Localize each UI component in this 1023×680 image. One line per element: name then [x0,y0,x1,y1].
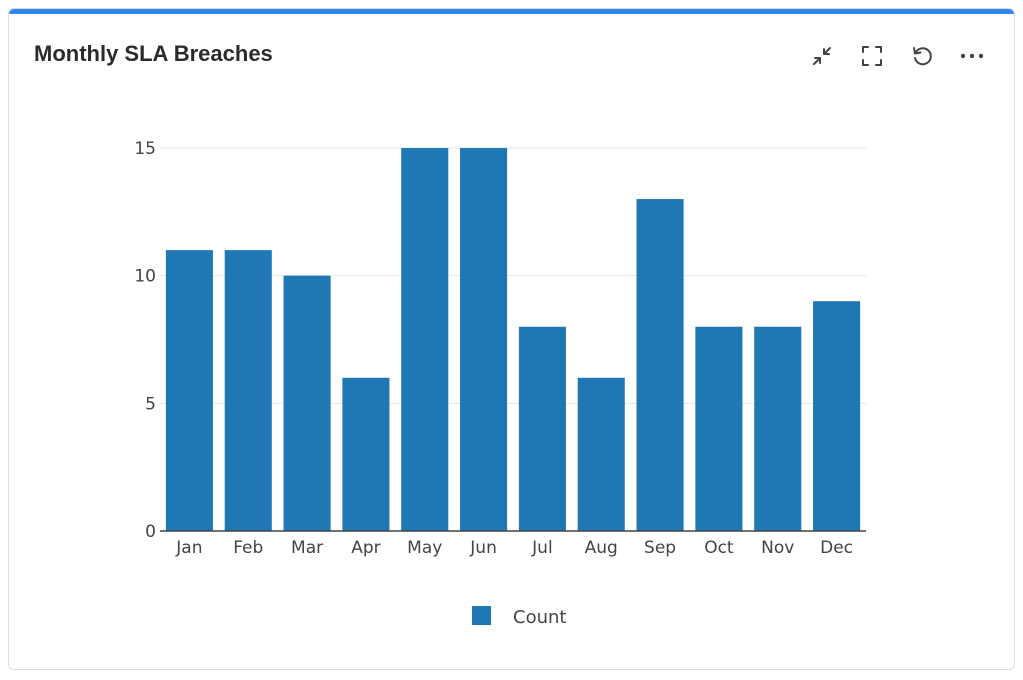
y-tick-label: 5 [145,394,156,414]
bar[interactable] [813,301,861,531]
bar[interactable] [165,250,213,531]
x-tick-label: Sep [644,538,676,558]
collapse-button[interactable] [806,40,838,72]
bar[interactable] [636,199,684,532]
x-tick-label: Aug [585,538,618,558]
x-tick-label: Jul [531,538,553,558]
bar[interactable] [577,377,625,531]
x-tick-label: Dec [820,538,853,558]
x-tick-label: Oct [704,538,734,558]
x-tick-label: Nov [761,538,794,558]
y-tick-label: 15 [134,139,156,159]
bar[interactable] [401,148,449,531]
x-tick-label: Jan [175,538,202,558]
bar[interactable] [342,377,390,531]
bar[interactable] [460,148,508,531]
bar[interactable] [754,326,802,531]
card-accent-bar [9,9,1014,14]
y-tick-label: 10 [134,267,156,287]
x-tick-label: Apr [351,538,380,558]
legend-label: Count [513,607,566,628]
bar[interactable] [695,326,743,531]
collapse-icon [813,47,831,65]
bar[interactable] [224,250,272,531]
more-options-button[interactable] [956,40,988,72]
card-toolbar [806,39,988,73]
x-tick-label: Mar [291,538,323,558]
x-tick-label: Feb [233,538,263,558]
refresh-icon [913,47,932,66]
refresh-button[interactable] [906,40,938,72]
fullscreen-icon [862,46,882,66]
bar[interactable] [518,326,566,531]
card-title: Monthly SLA Breaches [34,41,273,66]
legend-swatch [472,606,491,625]
x-tick-label: Jun [469,538,497,558]
x-tick-label: May [407,538,442,558]
bar[interactable] [283,275,331,531]
fullscreen-button[interactable] [856,40,888,72]
more-icon [960,53,984,59]
y-tick-label: 0 [145,522,156,542]
